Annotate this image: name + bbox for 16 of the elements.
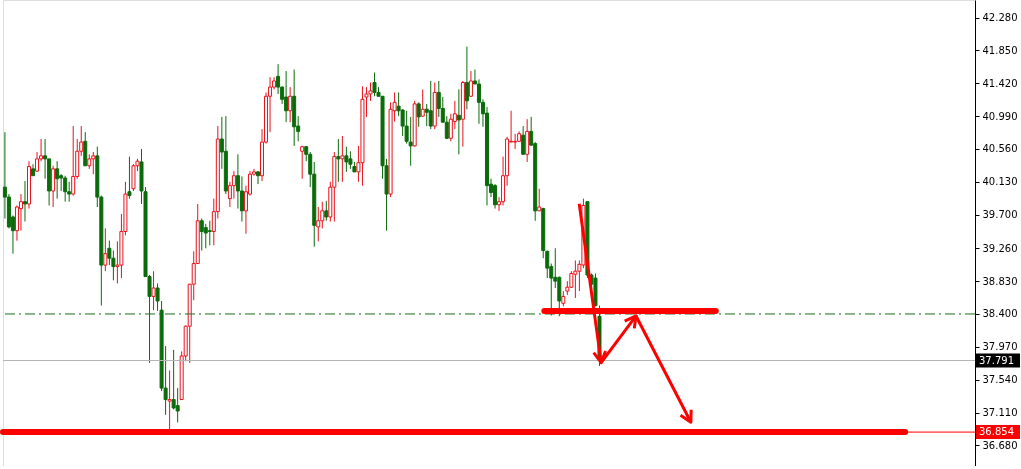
y-tick-label: 38.830 — [982, 275, 1018, 287]
y-tick-label: 37.110 — [982, 407, 1018, 419]
y-tick-label: 41.850 — [982, 44, 1018, 56]
y-tick-label: 40.990 — [982, 110, 1018, 122]
y-tick-label: 37.540 — [982, 374, 1018, 386]
y-tick-label: 40.130 — [982, 176, 1018, 188]
y-tick-label: 41.420 — [982, 77, 1018, 89]
y-tick-label: 38.400 — [982, 308, 1018, 320]
y-tick-label: 42.280 — [982, 12, 1018, 24]
ref-line-label: 36.854 — [979, 426, 1014, 438]
ref-line-label: 37.791 — [979, 354, 1014, 366]
y-tick-label: 39.700 — [982, 209, 1018, 221]
y-tick-label: 37.970 — [982, 341, 1018, 353]
y-tick-label: 39.260 — [982, 242, 1018, 254]
y-tick-label: 40.560 — [982, 143, 1018, 155]
y-tick-label: 36.680 — [982, 439, 1018, 451]
